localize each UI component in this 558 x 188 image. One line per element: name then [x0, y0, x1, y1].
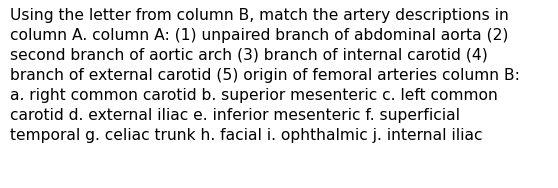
Text: Using the letter from column B, match the artery descriptions in
column A. colum: Using the letter from column B, match th… — [10, 8, 520, 143]
